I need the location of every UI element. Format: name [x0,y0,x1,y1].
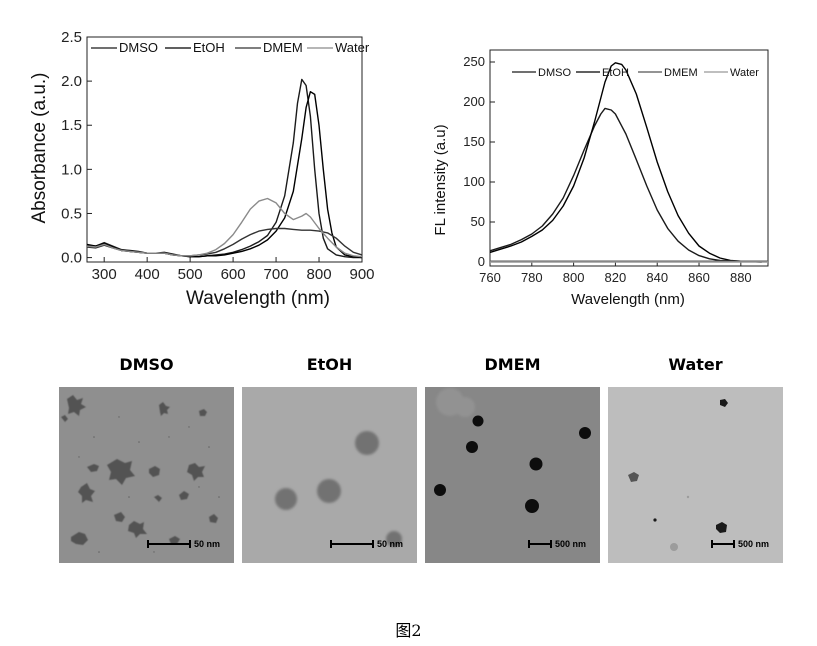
legend-label-etoh: EtOH [602,67,629,79]
tem-label-dmem: DMEM [484,355,541,374]
tem-image-dmso: 50 nm [59,387,234,563]
x-tick-label: 860 [688,270,710,285]
absorbance-ticks: 300 400 500 600 700 800 900 0.0 0.5 1.0 1.5 2.0 2.5 [61,29,374,283]
y-tick-label: 2.5 [61,29,82,46]
y-tick-label: 2.0 [61,73,82,90]
fluorescence-axes-frame [489,49,769,267]
tem-particles-dmso [61,395,220,553]
fluorescence-x-axis-title: Wavelength (nm) [571,291,685,308]
x-tick-label: 700 [264,266,289,283]
legend-label-etoh: EtOH [193,40,225,55]
tem-label-dmso: DMSO [119,355,174,374]
tem-panel-dmso: DMSO [59,350,234,563]
x-tick-label: 400 [135,266,160,283]
tem-scalebar-label-etoh: 50 nm [376,539,403,549]
y-tick-label: 200 [463,94,485,109]
fluorescence-legend: DMSO EtOH DMEM Water [512,67,759,79]
legend-label-dmso: DMSO [538,67,571,79]
y-tick-label: 150 [463,134,485,149]
tem-label-etoh: EtOH [306,355,353,374]
series-line-water [86,197,363,258]
y-tick-label: 0.5 [61,205,82,222]
tem-scalebar-label-water: 500 nm [737,539,769,549]
tem-image-water: 500 nm [608,387,783,563]
tem-panel-dmem: DMEM 500 nm [425,350,600,563]
x-tick-label: 840 [646,270,668,285]
figure-caption: 图2 [395,621,422,640]
tem-label-water: Water [668,355,723,374]
scalebar-line [710,540,735,548]
x-tick-label: 500 [178,266,203,283]
fluorescence-ticks: 760 780 800 820 840 860 880 0 50 100 150 200 250 [463,54,751,285]
series-line-etoh [489,62,762,263]
fluorescence-chart: 760 780 800 820 840 860 880 0 50 100 150 200 250 DMS… [432,49,769,308]
fluorescence-series-group [489,62,768,263]
x-tick-label: 880 [730,270,752,285]
x-tick-label: 800 [563,270,585,285]
tem-scalebar-water: 500 nm [710,539,769,549]
legend-label-water: Water [730,67,759,79]
tem-scalebar-dmso: 50 nm [146,539,220,549]
y-tick-label: 1.0 [61,161,82,178]
y-tick-label: 0.0 [61,250,82,267]
fl-plot-border [489,49,769,267]
legend-label-water: Water [335,40,370,55]
tem-scalebar-dmem: 500 nm [527,539,586,549]
legend-label-dmem: DMEM [263,40,303,55]
absorbance-legend: DMSO EtOH DMEM Water [91,40,370,55]
tem-scalebar-etoh: 50 nm [329,539,403,549]
x-tick-label: 760 [479,270,501,285]
legend-label-dmso: DMSO [119,40,158,55]
absorbance-y-axis-title: Absorbance (a.u.) [29,72,50,223]
x-tick-label: 820 [605,270,627,285]
scalebar-line [329,540,374,548]
abs-plot-border [86,36,363,263]
legend-label-dmem: DMEM [664,67,698,79]
tem-particles-dmem [434,388,591,513]
tem-image-etoh: 50 nm [242,387,417,563]
series-line-dmso [86,78,362,259]
scalebar-line [527,540,552,548]
tem-scalebar-label-dmso: 50 nm [193,539,220,549]
absorbance-series-group [86,78,363,259]
y-tick-label: 1.5 [61,117,82,134]
tem-panel-etoh: EtOH 50 nm [242,350,417,563]
y-tick-label: 250 [463,54,485,69]
x-tick-label: 300 [92,266,117,283]
y-tick-label: 0 [478,254,485,269]
x-tick-label: 780 [521,270,543,285]
tem-particles-etoh [275,431,402,547]
x-tick-label: 900 [349,266,374,283]
scalebar-line [146,540,191,548]
absorbance-axes-frame [86,36,363,263]
y-tick-label: 50 [471,214,485,229]
tem-panel-water: Water 500 nm [608,350,783,563]
y-tick-label: 100 [463,174,485,189]
fluorescence-y-axis-title: FL intensity (a.u) [432,124,449,235]
absorbance-chart: 300 400 500 600 700 800 9000.00.51.01.52.02.5 … [29,29,375,309]
series-line-dmso [489,107,762,263]
tem-particles-water [628,399,728,551]
series-line-etoh [86,90,363,259]
tem-scalebar-label-dmem: 500 nm [554,539,586,549]
absorbance-x-axis-title: Wavelength (nm) [186,288,330,309]
tem-image-dmem: 500 nm [425,387,600,563]
x-tick-label: 600 [221,266,246,283]
x-tick-label: 800 [307,266,332,283]
